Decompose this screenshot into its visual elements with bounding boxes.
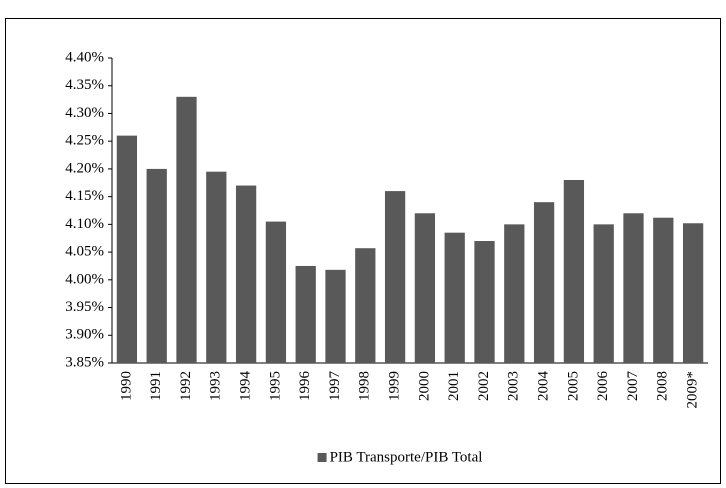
y-tick-label: 3.95% [65,299,104,315]
legend-label: PIB Transporte/PIB Total [330,449,483,465]
x-tick-label: 1990 [118,371,134,401]
x-tick-label: 1993 [208,371,224,401]
bar [295,265,316,363]
bar [414,213,436,363]
x-tick-label: 2004 [536,371,552,402]
x-tick-label: 2006 [595,371,611,402]
bar [235,185,257,363]
bar [563,180,585,363]
y-tick-label: 4.05% [65,244,104,260]
y-tick-label: 4.15% [65,188,104,204]
bar [176,96,197,364]
x-tick-label: 2005 [565,371,581,401]
bar [444,232,465,363]
bar [146,168,167,363]
bar [265,221,287,363]
bar [682,223,704,363]
bar [504,224,525,363]
y-tick-label: 4.25% [65,133,104,149]
y-tick-label: 4.40% [65,49,104,65]
x-tick-label: 2009* [685,371,701,409]
x-tick-label: 1998 [357,371,373,401]
bar [653,217,674,363]
x-tick-label: 2003 [506,371,522,401]
y-tick-label: 3.85% [65,354,104,370]
bar [384,191,406,363]
x-tick-label: 1996 [297,371,313,402]
legend-swatch [317,453,327,462]
x-tick-label: 1997 [327,371,343,402]
bar [533,202,555,363]
y-tick-label: 4.20% [65,160,104,176]
bar [593,224,614,363]
bar [623,213,644,363]
y-tick-label: 4.10% [65,216,104,232]
x-tick-label: 2001 [446,371,462,401]
x-tick-label: 2008 [655,371,671,401]
y-tick-label: 3.90% [65,327,104,343]
x-tick-label: 2007 [625,371,641,402]
bar [116,135,138,363]
x-tick-label: 1991 [148,371,164,401]
x-tick-label: 1995 [267,371,283,401]
y-tick-label: 4.35% [65,77,104,93]
bar [474,241,495,363]
bar [355,248,376,363]
x-tick-label: 1999 [387,371,403,401]
x-tick-label: 2000 [416,371,432,401]
bar [325,269,346,363]
y-tick-label: 4.00% [65,271,104,287]
bar [206,171,227,363]
x-tick-label: 1992 [178,371,194,401]
x-tick-label: 1994 [238,371,254,402]
y-tick-label: 4.30% [65,105,104,121]
x-tick-label: 2002 [476,371,492,401]
